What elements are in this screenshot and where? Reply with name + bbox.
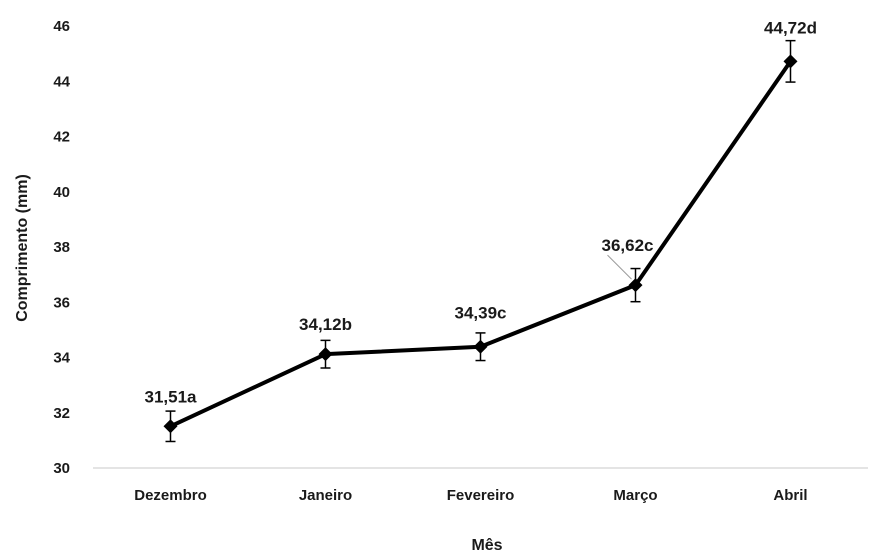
- data-label: 34,12b: [299, 315, 352, 334]
- y-tick-label: 40: [53, 184, 70, 201]
- data-label: 31,51a: [145, 387, 198, 406]
- y-tick-label: 34: [53, 350, 70, 367]
- y-axis-ticks: 30 32 34 36 38 40 42 44 46: [53, 18, 70, 477]
- x-tick-label: Janeiro: [299, 487, 352, 504]
- data-point: [783, 54, 798, 69]
- data-label: 44,72d: [764, 18, 817, 37]
- data-point: [628, 278, 643, 293]
- y-tick-label: 32: [53, 405, 70, 422]
- x-axis-title: Mês: [471, 537, 502, 554]
- x-tick-label: Fevereiro: [447, 487, 515, 504]
- y-tick-label: 38: [53, 239, 70, 256]
- data-label: 34,39c: [455, 304, 507, 323]
- data-point: [318, 347, 333, 362]
- x-tick-label: Março: [613, 487, 657, 504]
- y-tick-label: 42: [53, 129, 70, 146]
- x-tick-label: Dezembro: [134, 487, 207, 504]
- data-point: [163, 419, 178, 434]
- y-axis-title: Comprimento (mm): [14, 174, 31, 322]
- error-bars: [165, 39, 796, 443]
- y-tick-label: 46: [53, 18, 70, 35]
- y-tick-label: 36: [53, 294, 70, 311]
- series-line: [169, 60, 793, 429]
- data-label-leader-line: [607, 254, 632, 280]
- y-tick-label: 30: [53, 460, 70, 477]
- data-labels: 31,51a 34,12b 34,39c 36,62c 44,72d: [145, 18, 817, 406]
- x-tick-label: Abril: [773, 487, 807, 504]
- x-axis-ticks: Dezembro Janeiro Fevereiro Março Abril: [134, 487, 807, 504]
- series-markers: [163, 54, 798, 434]
- data-label: 36,62c: [602, 236, 654, 255]
- y-tick-label: 44: [53, 73, 70, 90]
- data-point: [473, 339, 488, 354]
